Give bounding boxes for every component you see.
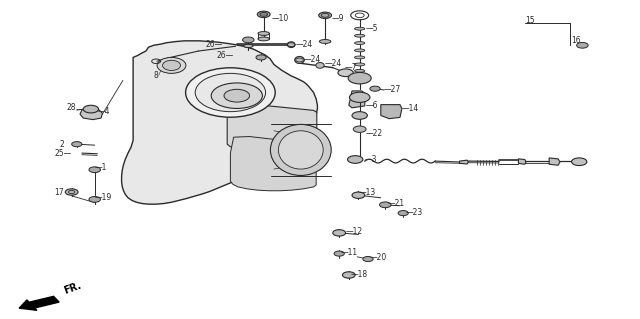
Ellipse shape — [355, 49, 365, 52]
Circle shape — [334, 251, 344, 256]
Circle shape — [211, 83, 262, 108]
Polygon shape — [230, 137, 316, 191]
Polygon shape — [122, 41, 317, 204]
Text: 2: 2 — [60, 140, 64, 149]
Ellipse shape — [355, 70, 365, 72]
Text: —9: —9 — [332, 14, 344, 23]
Text: —14: —14 — [402, 104, 419, 113]
Circle shape — [89, 197, 100, 202]
Text: —24: —24 — [296, 40, 313, 48]
Text: —12: —12 — [346, 227, 363, 236]
Text: —24: —24 — [325, 59, 342, 68]
Circle shape — [353, 126, 366, 132]
Text: —6: —6 — [366, 101, 379, 110]
Polygon shape — [349, 91, 365, 108]
Ellipse shape — [355, 63, 365, 66]
Circle shape — [363, 256, 373, 262]
Circle shape — [333, 230, 346, 236]
Circle shape — [370, 86, 380, 91]
Circle shape — [352, 192, 365, 198]
Text: —18: —18 — [351, 270, 368, 279]
Text: —21: —21 — [387, 199, 404, 208]
Text: —11: —11 — [340, 248, 358, 257]
Ellipse shape — [355, 42, 365, 44]
Ellipse shape — [316, 63, 324, 68]
Circle shape — [348, 72, 371, 84]
Polygon shape — [549, 158, 560, 165]
Circle shape — [224, 89, 250, 102]
Circle shape — [348, 156, 363, 163]
Text: —10: —10 — [272, 14, 289, 23]
Circle shape — [577, 42, 588, 48]
Circle shape — [65, 189, 78, 195]
Polygon shape — [460, 160, 468, 164]
Text: —20: —20 — [370, 253, 387, 262]
Ellipse shape — [243, 44, 253, 48]
Text: —23: —23 — [406, 208, 423, 217]
FancyArrow shape — [19, 296, 59, 310]
Polygon shape — [80, 108, 102, 120]
Polygon shape — [518, 159, 526, 164]
Ellipse shape — [195, 73, 266, 112]
Text: —4: —4 — [97, 107, 110, 115]
Ellipse shape — [258, 37, 269, 41]
Circle shape — [257, 11, 270, 18]
Circle shape — [349, 92, 370, 102]
Text: —24: —24 — [304, 55, 321, 63]
Text: —19: —19 — [95, 193, 112, 202]
Ellipse shape — [319, 40, 331, 43]
Text: 28: 28 — [66, 103, 76, 112]
Circle shape — [342, 272, 355, 278]
Circle shape — [256, 55, 266, 60]
Ellipse shape — [278, 131, 323, 169]
Text: —22: —22 — [366, 130, 383, 138]
Circle shape — [352, 112, 367, 119]
Text: 16: 16 — [572, 36, 581, 45]
Ellipse shape — [186, 68, 275, 117]
Ellipse shape — [270, 124, 332, 175]
Circle shape — [72, 142, 82, 147]
Polygon shape — [381, 105, 402, 119]
Text: —3: —3 — [365, 155, 378, 164]
Circle shape — [243, 37, 254, 43]
Circle shape — [83, 105, 99, 113]
Text: 25—: 25— — [54, 149, 72, 158]
Ellipse shape — [258, 32, 269, 35]
Ellipse shape — [355, 27, 365, 30]
Text: 17: 17 — [54, 188, 64, 197]
Circle shape — [319, 12, 332, 19]
Ellipse shape — [157, 57, 186, 73]
Text: —1: —1 — [95, 163, 107, 172]
Text: 26—: 26— — [205, 40, 223, 48]
Text: —7: —7 — [344, 63, 357, 72]
Text: —27: —27 — [384, 85, 401, 94]
Circle shape — [398, 211, 408, 216]
Text: —5: —5 — [366, 24, 379, 33]
Ellipse shape — [287, 42, 295, 48]
Ellipse shape — [355, 34, 365, 37]
Circle shape — [338, 69, 353, 77]
Ellipse shape — [163, 60, 180, 70]
Text: FR.: FR. — [63, 280, 83, 296]
Circle shape — [572, 158, 587, 166]
Ellipse shape — [295, 56, 305, 63]
Text: 15: 15 — [525, 16, 534, 25]
Circle shape — [380, 202, 391, 208]
Text: 26—: 26— — [216, 51, 234, 60]
Text: 8: 8 — [154, 71, 159, 80]
Circle shape — [89, 167, 100, 173]
Polygon shape — [227, 99, 317, 151]
Circle shape — [260, 12, 268, 16]
Ellipse shape — [355, 56, 365, 59]
Text: —13: —13 — [358, 189, 376, 197]
